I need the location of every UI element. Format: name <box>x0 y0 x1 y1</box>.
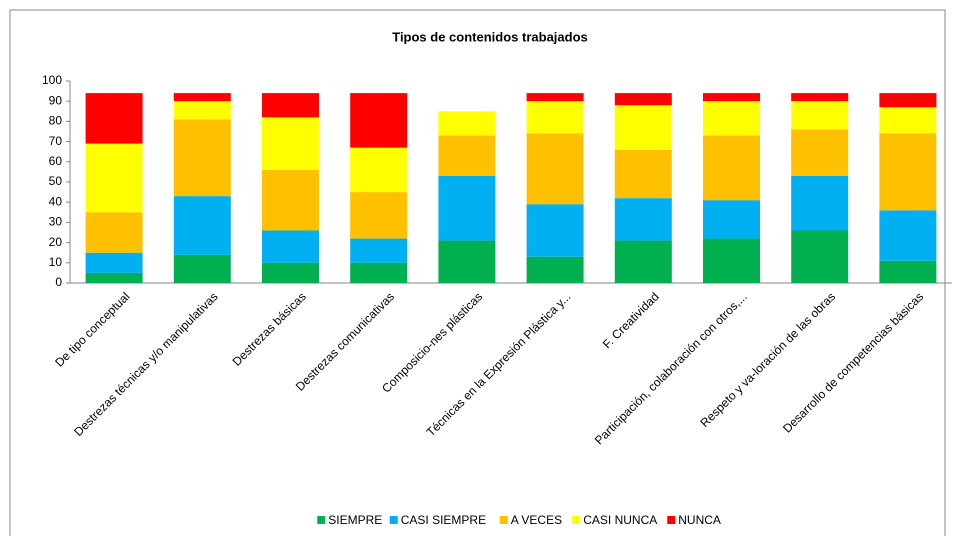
y-tick-label: 100 <box>42 73 62 87</box>
bar-segment <box>614 149 672 199</box>
bar-segment <box>85 252 143 273</box>
bar-segment <box>350 192 408 239</box>
legend-swatch <box>572 516 581 524</box>
bar-segment <box>526 93 584 102</box>
bar-segment <box>438 240 496 283</box>
y-tick-label: 70 <box>49 134 63 148</box>
bar-segment <box>879 107 937 134</box>
bar-segment <box>85 212 143 253</box>
legend-label: A VECES <box>511 513 562 527</box>
bar-segment <box>879 260 937 283</box>
bar-segment <box>791 93 849 102</box>
bar-segment <box>526 133 584 205</box>
bar-segment <box>350 93 408 148</box>
y-tick-label: 0 <box>55 275 62 289</box>
bar-segment <box>262 230 319 263</box>
y-tick-label: 40 <box>49 194 63 208</box>
bar-segment <box>173 93 231 102</box>
bar-segment <box>262 169 319 231</box>
bar-segment <box>791 101 849 130</box>
bar-segment <box>791 175 849 231</box>
bar-segment <box>879 93 937 108</box>
y-tick-label: 80 <box>49 114 63 128</box>
bar-segment <box>703 238 760 283</box>
bar-segment <box>703 101 760 136</box>
legend-label: NUNCA <box>678 513 721 527</box>
bar-segment <box>85 272 143 283</box>
bar-segment <box>85 93 143 144</box>
y-tick-label: 90 <box>49 93 63 107</box>
bar-segment <box>350 238 408 263</box>
bar-segment <box>614 93 672 106</box>
bar-segment <box>526 101 584 134</box>
bar-segment <box>262 93 319 118</box>
y-tick-label: 10 <box>49 255 63 269</box>
bar-segment <box>614 198 672 241</box>
bar-segment <box>879 210 937 261</box>
bar-segment <box>703 200 760 239</box>
legend-swatch <box>667 516 676 524</box>
legend-swatch <box>317 516 326 524</box>
bar-segment <box>791 230 849 283</box>
bar-segment <box>614 240 672 283</box>
chart-title: Tipos de contenidos trabajados <box>392 29 588 44</box>
y-tick-label: 60 <box>49 154 63 168</box>
bar-segment <box>526 204 584 257</box>
legend-swatch <box>499 516 508 524</box>
bar-segment <box>85 143 143 213</box>
legend-swatch <box>389 516 398 524</box>
bar-segment <box>350 147 408 193</box>
bar-segment <box>350 262 408 283</box>
bar-segment <box>173 254 231 283</box>
bar-segment <box>262 262 319 283</box>
legend-label: CASI NUNCA <box>583 513 657 527</box>
y-tick-label: 50 <box>49 174 63 188</box>
bar-segment <box>438 135 496 176</box>
bar-segment <box>614 105 672 150</box>
bar-segment <box>703 93 760 102</box>
bar-segment <box>526 256 584 283</box>
bar-segment <box>879 133 937 211</box>
y-tick-label: 20 <box>49 235 63 249</box>
bar-segment <box>173 101 231 120</box>
bar-segment <box>262 117 319 170</box>
bar-segment <box>173 196 231 255</box>
bar-segment <box>438 175 496 241</box>
bar-segment <box>438 111 496 136</box>
bar-segment <box>791 129 849 176</box>
bar-segment <box>703 135 760 201</box>
legend-label: CASI SIEMPRE <box>401 513 486 527</box>
legend-label: SIEMPRE <box>328 513 382 527</box>
bar-segment <box>173 119 231 197</box>
y-tick-label: 30 <box>49 215 63 229</box>
